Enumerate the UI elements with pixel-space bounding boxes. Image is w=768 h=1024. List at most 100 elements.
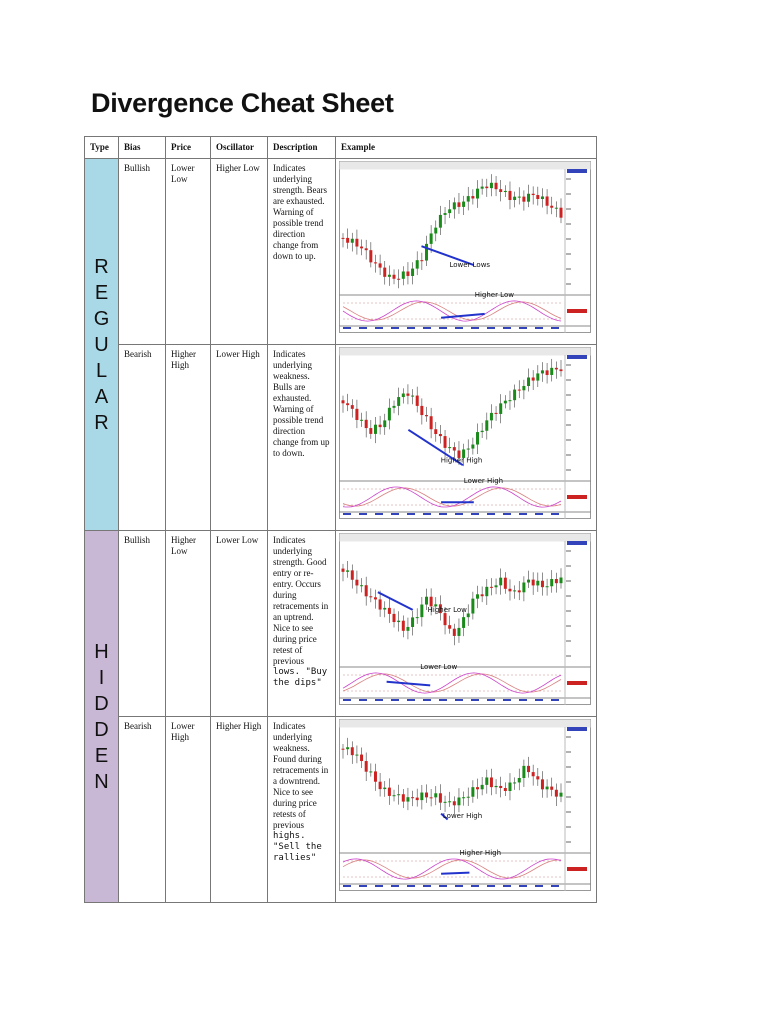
oscillator-cell: Lower High (210, 344, 268, 531)
candle-body (531, 377, 535, 381)
price-cell: Higher High (165, 344, 211, 531)
price-divergence-label: Lower Lows (449, 261, 490, 269)
candle-body (494, 785, 498, 788)
candle-body (466, 796, 470, 798)
time-axis-tick (407, 699, 415, 701)
candle-body (448, 625, 452, 629)
candle-body (540, 196, 544, 200)
regular-letter: R (94, 411, 109, 434)
osc-divergence-label: Lower Low (420, 663, 457, 671)
candle-body (360, 585, 364, 587)
header-oscillator: Oscillator (210, 136, 268, 159)
candle-body (401, 620, 405, 631)
candle-body (499, 189, 503, 193)
candle-body (364, 761, 368, 772)
candle-body (346, 237, 350, 243)
candle-body (471, 196, 475, 199)
chart-titlebar (339, 347, 591, 356)
bias-cell: Bullish (118, 158, 166, 345)
time-axis-tick (487, 699, 495, 701)
candle-body (378, 599, 382, 610)
time-axis-tick (375, 885, 383, 887)
time-axis-tick (471, 699, 479, 701)
time-axis-tick (535, 885, 543, 887)
candle-body (415, 797, 419, 801)
candle-body (355, 579, 359, 586)
candle-body (508, 782, 512, 792)
regular-letter: G (93, 307, 110, 330)
time-axis-tick (423, 327, 431, 329)
candle-body (411, 617, 415, 627)
candle-body (554, 367, 558, 370)
candle-body (387, 407, 391, 421)
candle-body (485, 420, 489, 431)
candle-body (554, 789, 558, 797)
candle-body (411, 268, 415, 276)
table-row: Bearish Lower High Higher High Indicates… (85, 716, 597, 903)
candle-body (406, 626, 410, 631)
candle-body (517, 196, 521, 198)
candle-body (387, 787, 391, 796)
candle-body (527, 377, 531, 387)
candle-body (531, 193, 535, 196)
time-axis-tick (519, 513, 527, 515)
candle-body (406, 393, 410, 396)
candle-body (429, 416, 433, 430)
candle-body (378, 263, 382, 268)
candle-body (378, 424, 382, 428)
price-cell: Lower High (165, 716, 211, 903)
candle-body (457, 627, 461, 636)
candle-body (480, 186, 484, 189)
example-chart: Higher High Lower High (339, 347, 591, 519)
candle-body (554, 579, 558, 584)
candle-body (341, 237, 345, 239)
time-axis-tick (471, 885, 479, 887)
time-axis-tick (391, 327, 399, 329)
time-axis-tick (439, 513, 447, 515)
candle-body (397, 278, 401, 280)
candle-body (383, 607, 387, 610)
candle-body (434, 227, 438, 234)
example-chart: Lower Lows Higher Low (339, 161, 591, 333)
divergence-line-osc (441, 312, 485, 319)
time-axis-tick (503, 699, 511, 701)
header-description: Description (267, 136, 336, 159)
time-axis-tick (359, 327, 367, 329)
candle-body (397, 620, 401, 623)
candle-body (373, 597, 377, 600)
candle-body (406, 797, 410, 802)
candle-body (452, 628, 456, 636)
osc-marker (567, 309, 587, 313)
chart-titlebar (339, 161, 591, 170)
candle-body (550, 786, 554, 790)
candle-body (457, 797, 461, 806)
time-axis-tick (343, 513, 351, 515)
candle-body (466, 613, 470, 618)
candle-body (480, 594, 484, 597)
time-axis-tick (551, 327, 559, 329)
candle-body (438, 214, 442, 228)
time-axis-tick (519, 699, 527, 701)
candle-body (411, 797, 415, 799)
candle-body (438, 793, 442, 803)
candle-body (503, 190, 507, 193)
oscillator-cell: Higher Low (210, 158, 268, 345)
candle-body (462, 617, 466, 628)
candle-body (513, 590, 517, 592)
candle-body (373, 424, 377, 434)
candle-body (513, 782, 517, 784)
regular-letter: R (94, 255, 109, 278)
candle-body (485, 186, 489, 189)
osc-marker (567, 681, 587, 685)
time-axis-tick (503, 885, 511, 887)
price-cell: Lower Low (165, 158, 211, 345)
candle-body (554, 207, 558, 209)
example-chart-cell: Lower High Higher High (335, 716, 597, 903)
time-axis-tick (503, 513, 511, 515)
candle-body (485, 777, 489, 785)
candle-body (503, 788, 507, 792)
regular-letter: U (94, 333, 109, 356)
candle-body (438, 604, 442, 614)
